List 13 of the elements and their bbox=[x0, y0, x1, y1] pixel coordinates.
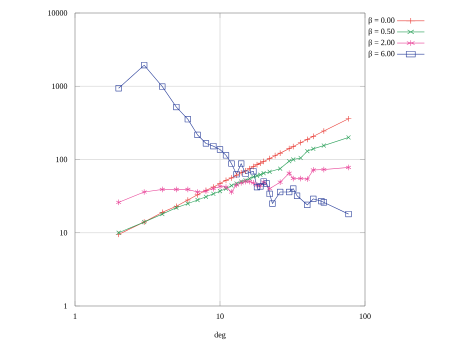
x-axis-title: deg bbox=[214, 332, 226, 340]
x-tick-label: 1 bbox=[74, 314, 77, 319]
x-tick-label: 10 bbox=[216, 314, 224, 319]
y-tick-label: 10000 bbox=[48, 10, 68, 16]
x-tick-label: 100 bbox=[360, 314, 371, 319]
legend-label: β = 0.50 bbox=[368, 28, 394, 36]
y-tick-label: 1 bbox=[64, 303, 67, 309]
y-tick-label: 100 bbox=[56, 156, 68, 162]
legend-label: β = 0.00 bbox=[368, 17, 394, 25]
y-tick-label: 1000 bbox=[52, 84, 68, 89]
legend-label: β = 2.00 bbox=[368, 39, 394, 47]
legend-label: β = 6.00 bbox=[368, 50, 394, 58]
y-tick-label: 10 bbox=[60, 230, 68, 236]
